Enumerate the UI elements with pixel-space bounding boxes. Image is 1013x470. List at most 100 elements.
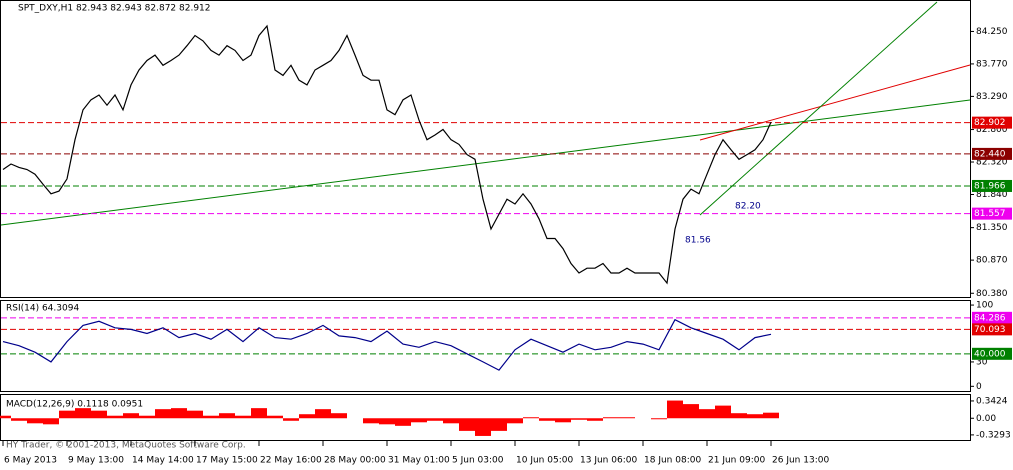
x-tick-label: 14 May 14:00 [132,456,194,466]
level-label-box [972,323,1012,336]
y-tick-label: 84.250 [976,27,1008,37]
histogram-bar [507,418,523,424]
y-tick-label: 0 [976,382,982,392]
trend-line [699,1,938,216]
histogram-bar [299,414,315,419]
histogram-bar [91,410,107,419]
level-label: 81.557 [974,209,1006,219]
y-tick-label: 100 [976,301,993,311]
level-label: 82.902 [974,118,1006,128]
histogram-bar [763,412,779,419]
level-label: 40.000 [974,349,1006,359]
histogram-bar [699,409,715,419]
histogram-bar [715,405,731,419]
rsi-title: RSI(14) 64.3094 [6,304,79,314]
histogram-bar [475,418,491,436]
histogram-bar [171,408,187,419]
histogram-bar [11,418,27,421]
level-label-box [972,311,1012,324]
histogram-bar [0,415,11,419]
trend-line [0,99,971,226]
x-tick-label: 13 Jun 06:00 [580,456,637,466]
histogram-bar [683,404,699,419]
x-tick-label: 21 Jun 09:00 [708,456,765,466]
y-tick-label: 81.350 [976,223,1008,233]
histogram-bar [123,413,139,419]
price-line [2,24,772,285]
rsi-panel [0,300,971,392]
y-tick-label: 0.00 [976,414,996,424]
histogram-bar [219,413,235,419]
level-label: 81.966 [974,181,1006,191]
x-tick-label: 26 Jun 13:00 [772,456,829,466]
x-tick-label: 6 May 2013 [4,456,57,466]
histogram-bar [443,418,459,424]
histogram-bar [587,418,603,421]
x-tick-label: 31 May 01:00 [388,456,450,466]
y-tick-label: 83.770 [976,59,1008,69]
histogram-bar [139,415,155,419]
level-label-box [972,147,1012,160]
y-tick-label: 80.380 [976,289,1008,299]
histogram-bar [731,413,747,419]
histogram-bar [203,415,219,419]
histogram-bar [667,400,683,419]
histogram-bar [283,418,299,421]
trend-lines [0,1,971,226]
y-tick-label: 30 [976,357,988,367]
y-tick-label: 80.870 [976,256,1008,266]
histogram-bar [187,410,203,419]
chart-title: SPT_DXY,H1 82.943 82.943 82.872 82.912 [18,4,211,14]
histogram-bar [395,418,411,426]
y-tick-label: 83.290 [976,92,1008,102]
histogram-bar [315,409,331,419]
histogram-bar [27,418,43,424]
histogram-bar [411,418,427,423]
histogram-bar [491,418,507,431]
level-label-box [972,347,1012,360]
level-label-box [972,207,1012,220]
x-tick-label: 28 May 00:00 [324,456,386,466]
histogram-bar [427,418,443,421]
x-tick-label: 22 May 16:00 [260,456,322,466]
x-tick-label: 18 Jun 08:00 [644,456,701,466]
macd-title: MACD(12,26,9) 0.1118 0.0951 [6,400,143,410]
level-label: 82.440 [974,149,1006,159]
histogram-bar [43,418,59,425]
histogram-bar [459,418,475,431]
level-label: 70.093 [974,325,1006,335]
histogram-bar [555,418,571,423]
x-tick-label: 5 Jun 03:00 [452,456,504,466]
main-panel [0,0,971,298]
histogram-bar [235,415,251,419]
annotation: 81.56 [685,236,711,246]
histogram-bar [363,418,379,424]
histogram-bar [619,417,635,419]
level-label-box [972,179,1012,192]
footer: HY Trader, © 2001-2013, MetaQuotes Softw… [6,441,246,451]
histogram-bar [267,415,283,419]
histogram-bar [331,413,347,419]
histogram-bar [539,418,555,421]
y-tick-label: 82.320 [976,158,1008,168]
annotation: 82.20 [735,202,761,212]
histogram-bar [603,417,619,419]
histogram-bar [107,415,123,419]
histogram-bar [571,418,587,420]
x-tick-label: 10 Jun 05:00 [516,456,573,466]
level-label-box [972,116,1012,129]
histogram-bar [251,408,267,419]
level-label: 84.286 [974,313,1006,323]
x-tick-label: 9 May 13:00 [68,456,124,466]
y-tick-label: 82.800 [976,125,1008,135]
histogram-bar [651,418,667,420]
x-tick-label: 17 May 15:00 [196,456,258,466]
price-line [2,318,772,371]
y-tick-label: 81.840 [976,190,1008,200]
y-tick-label: 0.3424 [976,396,1008,406]
histogram-bar [59,410,75,419]
trend-line [699,64,971,141]
histogram-bar [523,417,539,419]
